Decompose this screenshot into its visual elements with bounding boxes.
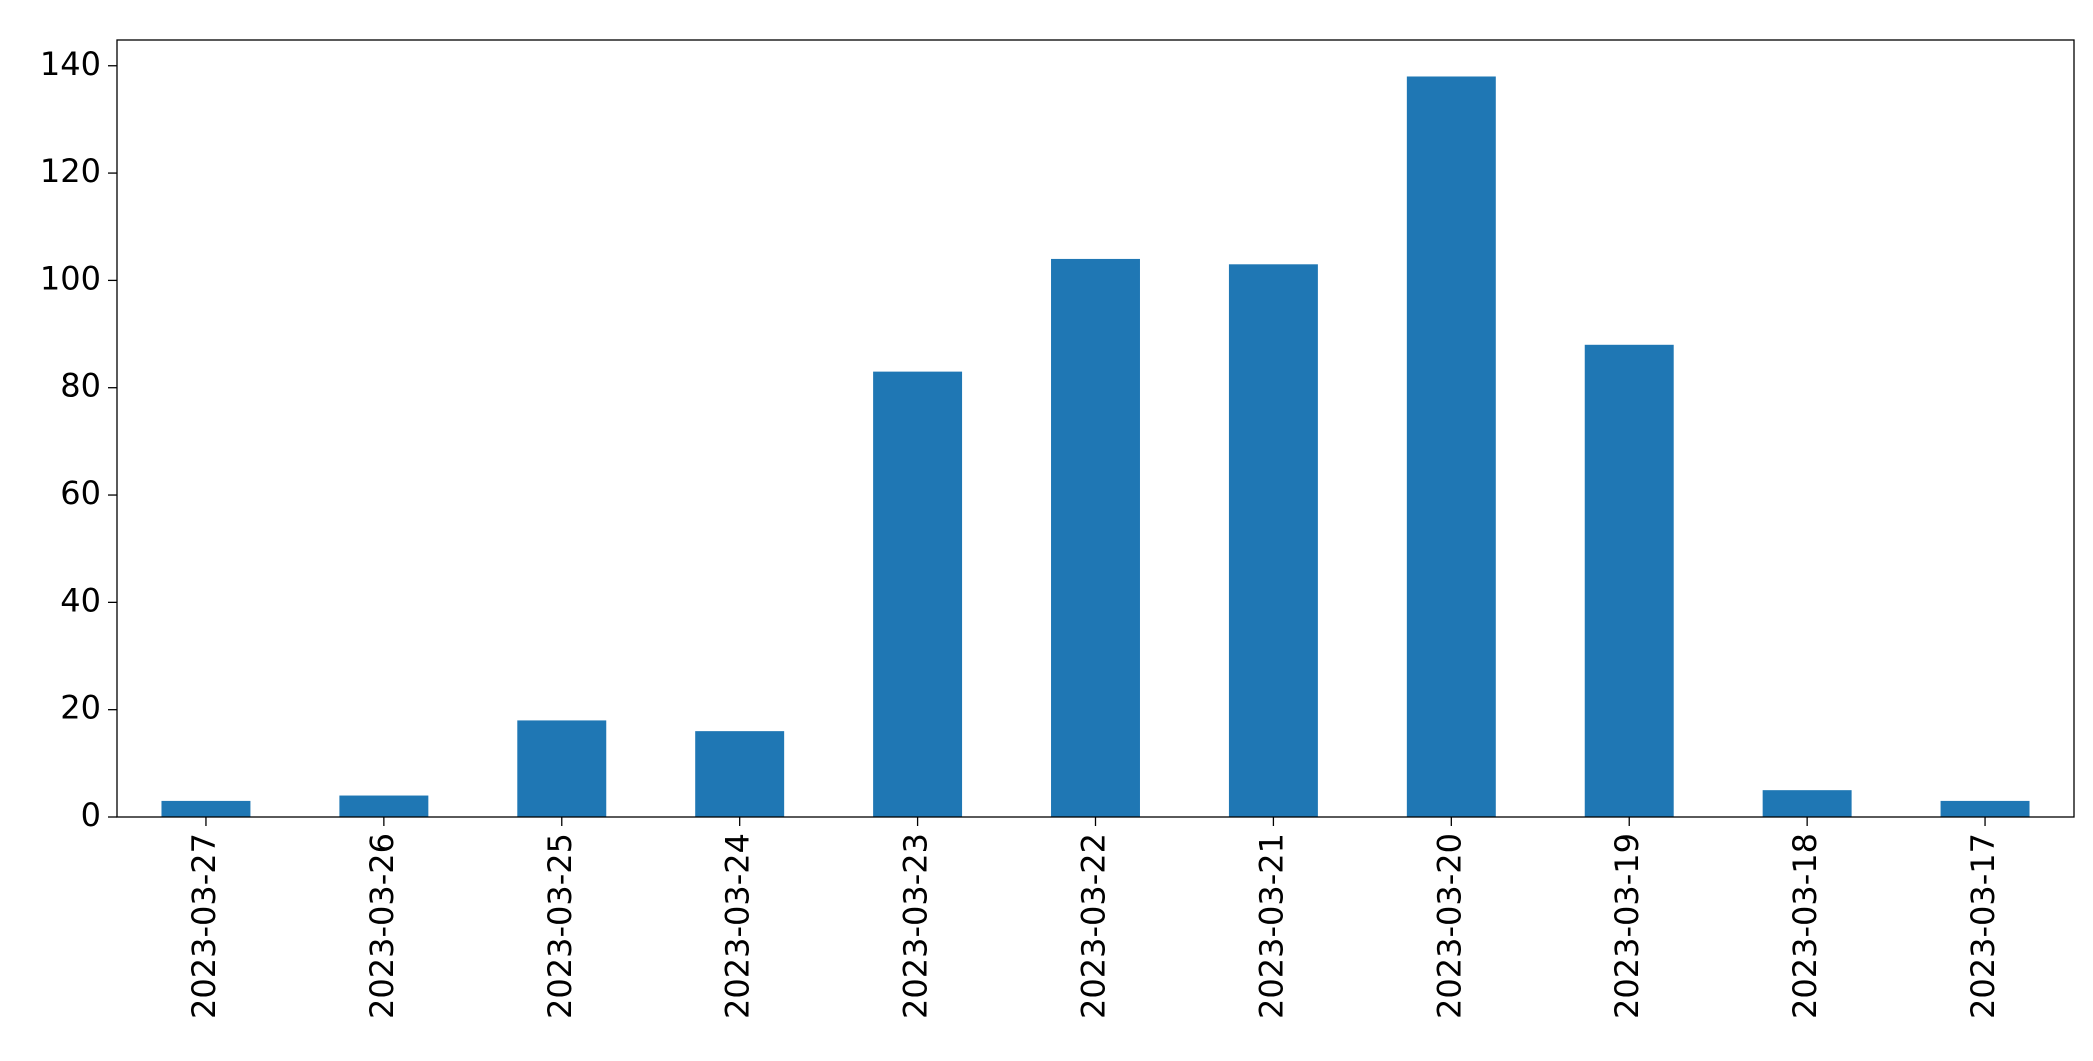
y-tick-label: 80 [60,367,101,405]
bar [695,731,785,817]
y-tick-label: 0 [81,796,101,834]
bar [1940,800,2030,817]
x-tick-label: 2023-03-27 [185,833,223,1019]
x-tick-label: 2023-03-22 [1075,833,1113,1019]
y-tick-label: 40 [60,581,101,619]
bar [873,371,963,817]
y-tick-label: 20 [60,689,101,727]
y-tick-label: 60 [60,474,101,512]
x-tick-label: 2023-03-26 [363,833,401,1019]
x-tick-label: 2023-03-18 [1786,833,1824,1019]
y-tick-label: 120 [40,152,101,190]
bar [161,800,251,817]
bar [517,720,607,817]
bar [1762,790,1852,817]
bar [1406,76,1496,817]
bar [1228,264,1318,818]
plot-frame [116,39,2075,818]
x-tick-label: 2023-03-24 [719,833,757,1019]
x-tick-label: 2023-03-20 [1430,833,1468,1019]
bar [1584,344,1674,817]
x-tick-label: 2023-03-23 [897,833,935,1019]
x-tick-label: 2023-03-17 [1964,833,2002,1019]
x-tick-label: 2023-03-25 [541,833,579,1019]
y-tick-label: 100 [40,259,101,297]
bar [339,795,429,817]
y-tick-label: 140 [40,45,101,83]
bar [1051,258,1140,817]
x-tick-label: 2023-03-19 [1608,833,1646,1019]
x-tick-label: 2023-03-21 [1252,833,1290,1019]
